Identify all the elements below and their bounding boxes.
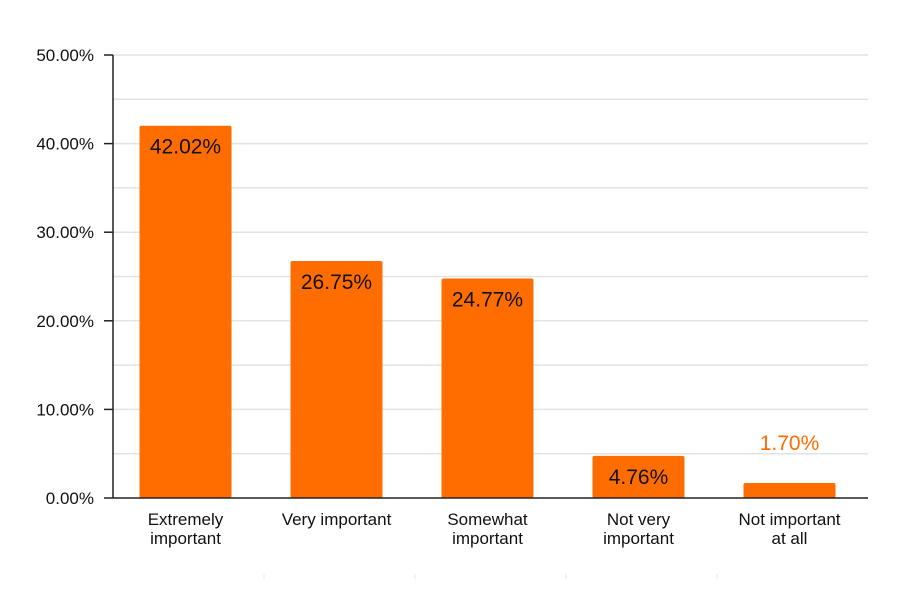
bar <box>441 278 534 498</box>
data-label: 4.76% <box>609 466 669 489</box>
grid-lines <box>113 54 868 455</box>
data-label: 1.70% <box>760 432 820 455</box>
x-tick-label: Somewhat important <box>447 510 528 548</box>
x-tick-label: Very important <box>282 510 392 529</box>
y-tick-label: 50.00% <box>36 46 94 65</box>
y-tick-label: 20.00% <box>36 312 94 331</box>
x-tick-label: Not very important <box>603 510 674 548</box>
bar <box>290 260 383 498</box>
data-label: 24.77% <box>452 289 523 312</box>
bar <box>743 482 836 498</box>
data-labels: 42.02% 26.75% 24.77% 4.76% 1.70% <box>150 136 819 489</box>
x-axis-labels: Extremely important Very important Somewhat… <box>148 510 841 548</box>
axes <box>112 55 868 579</box>
bar <box>592 455 685 498</box>
y-tick-label: 10.00% <box>36 400 94 419</box>
data-label: 42.02% <box>150 136 221 159</box>
y-axis-ticks: 0.00% 10.00% 20.00% 30.00% 40.00% 50.00% <box>36 46 113 508</box>
x-tick-label: Extremely important <box>148 510 224 548</box>
y-tick-label: 30.00% <box>36 223 94 242</box>
y-tick-label: 0.00% <box>46 489 94 508</box>
bar <box>139 125 232 499</box>
y-tick-label: 40.00% <box>36 135 94 154</box>
x-tick-label: Not important at all <box>738 510 840 548</box>
bars <box>139 125 836 499</box>
data-label: 26.75% <box>301 271 372 294</box>
